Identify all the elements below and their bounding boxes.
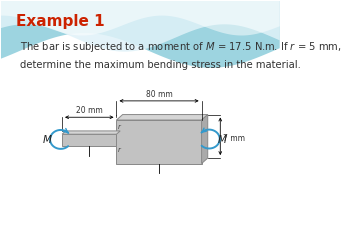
Text: r: r (117, 147, 120, 153)
Polygon shape (117, 114, 208, 120)
Text: Example 1: Example 1 (16, 14, 105, 29)
Text: r: r (117, 124, 120, 130)
Text: determine the maximum bending stress in the material.: determine the maximum bending stress in … (20, 60, 301, 70)
Polygon shape (62, 131, 120, 134)
Text: 80 mm: 80 mm (146, 90, 173, 99)
Text: $M$: $M$ (217, 132, 228, 144)
Bar (117, 120, 202, 164)
Bar (62, 134, 117, 146)
Polygon shape (202, 114, 208, 164)
Polygon shape (1, 1, 280, 35)
Polygon shape (1, 1, 280, 68)
Text: $M$: $M$ (42, 133, 52, 145)
Text: 20 mm: 20 mm (76, 106, 103, 115)
Text: 7 mm: 7 mm (223, 134, 245, 143)
Polygon shape (1, 1, 280, 52)
Text: The bar is subjected to a moment of $M$ = 17.5 N.m. If $r$ = 5 mm,: The bar is subjected to a moment of $M$ … (20, 40, 342, 54)
